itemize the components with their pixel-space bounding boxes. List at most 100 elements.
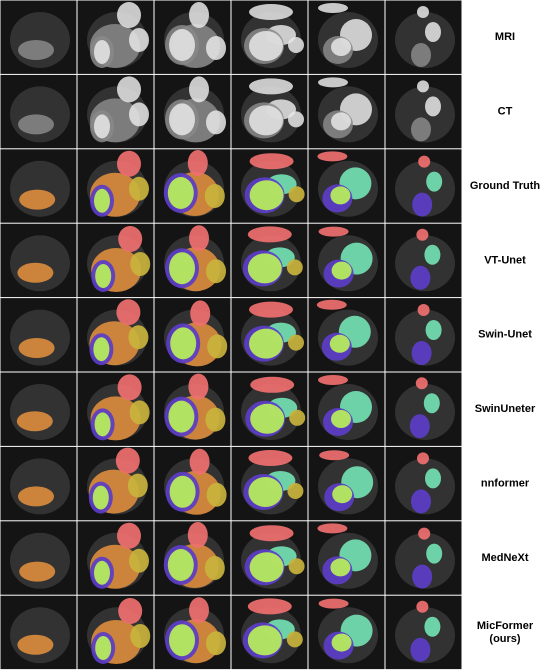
segmentation (190, 300, 211, 327)
tissue (417, 80, 429, 93)
segmentation (187, 150, 208, 176)
tissue (411, 117, 431, 142)
image-tile (308, 298, 385, 372)
image-tile (308, 74, 385, 149)
image-tile (231, 0, 308, 74)
segmentation (249, 153, 294, 170)
image-tile (385, 223, 462, 298)
segmentation (416, 600, 429, 613)
segmentation (19, 189, 56, 210)
row-label: MRI (495, 31, 515, 43)
image-tile (154, 0, 231, 74)
image-tile (77, 223, 154, 298)
image-tile (77, 149, 154, 223)
image-tile (385, 595, 462, 670)
tissue (249, 4, 293, 20)
segmentation (288, 186, 305, 203)
tissue (94, 40, 110, 64)
segmentation (117, 522, 141, 549)
segmentation (286, 259, 303, 276)
image-tile (308, 372, 385, 446)
tissue (318, 3, 348, 13)
image-tile (231, 595, 308, 670)
image-tile (154, 595, 231, 670)
image-tile (231, 223, 308, 298)
segmentation (418, 155, 431, 168)
image-tile (0, 521, 77, 595)
segmentation (418, 527, 431, 540)
segmentation (247, 625, 282, 656)
segmentation (248, 450, 293, 466)
image-tile (308, 0, 385, 74)
segmentation (18, 486, 54, 507)
anatomy (395, 235, 455, 292)
segmentation (250, 403, 285, 434)
segmentation (415, 377, 428, 390)
segmentation (330, 558, 351, 577)
image-tile (0, 595, 77, 670)
row-label: Ground Truth (470, 180, 541, 192)
segmentation (329, 334, 350, 353)
image-tile (154, 521, 231, 595)
tissue (288, 111, 304, 128)
image-tile (77, 0, 154, 74)
tissue (18, 114, 54, 135)
image-tile (0, 149, 77, 223)
image-tile (77, 521, 154, 595)
image-tile (154, 74, 231, 149)
image-tile (77, 74, 154, 149)
segmentation (249, 301, 293, 318)
segmentation (247, 226, 292, 243)
segmentation (128, 325, 149, 350)
tissue (189, 2, 209, 28)
segmentation (189, 597, 209, 624)
segmentation (204, 184, 225, 208)
tissue (206, 36, 226, 60)
segmentation (129, 400, 150, 425)
segmentation (94, 412, 111, 437)
segmentation (118, 226, 143, 252)
segmentation (249, 328, 283, 359)
tissue (411, 43, 431, 67)
image-tile (77, 446, 154, 521)
tissue (331, 38, 351, 56)
segmentation (92, 485, 109, 510)
image-tile (154, 372, 231, 446)
row-label: Swin-Unet (478, 329, 532, 341)
anatomy (395, 458, 455, 515)
segmentation (317, 151, 348, 162)
segmentation (316, 299, 347, 310)
row-label: MicFormer (477, 620, 534, 632)
segmentation (330, 186, 351, 205)
image-tile (0, 74, 77, 149)
segmentation (206, 631, 226, 656)
segmentation (248, 477, 283, 507)
segmentation (16, 411, 53, 432)
segmentation (247, 253, 282, 284)
tissue (249, 31, 283, 61)
segmentation (169, 624, 195, 657)
image-tile (385, 521, 462, 595)
tissue (288, 37, 304, 53)
segmentation (130, 624, 151, 648)
segmentation (247, 598, 292, 615)
segmentation (410, 265, 431, 290)
image-tile (231, 74, 308, 149)
row-label: CT (498, 106, 513, 118)
image-tile (154, 298, 231, 372)
segmentation (189, 448, 210, 475)
segmentation (204, 556, 225, 580)
tissue (417, 6, 429, 18)
segmentation (288, 334, 304, 351)
segmentation (94, 560, 110, 585)
segmentation (249, 525, 294, 542)
segmentation (426, 543, 443, 564)
image-tile (0, 298, 77, 372)
image-tile (385, 74, 462, 149)
tissue (189, 76, 209, 103)
segmentation (17, 262, 54, 283)
segmentation (169, 475, 196, 508)
segmentation (250, 376, 295, 393)
segmentation (319, 450, 350, 461)
